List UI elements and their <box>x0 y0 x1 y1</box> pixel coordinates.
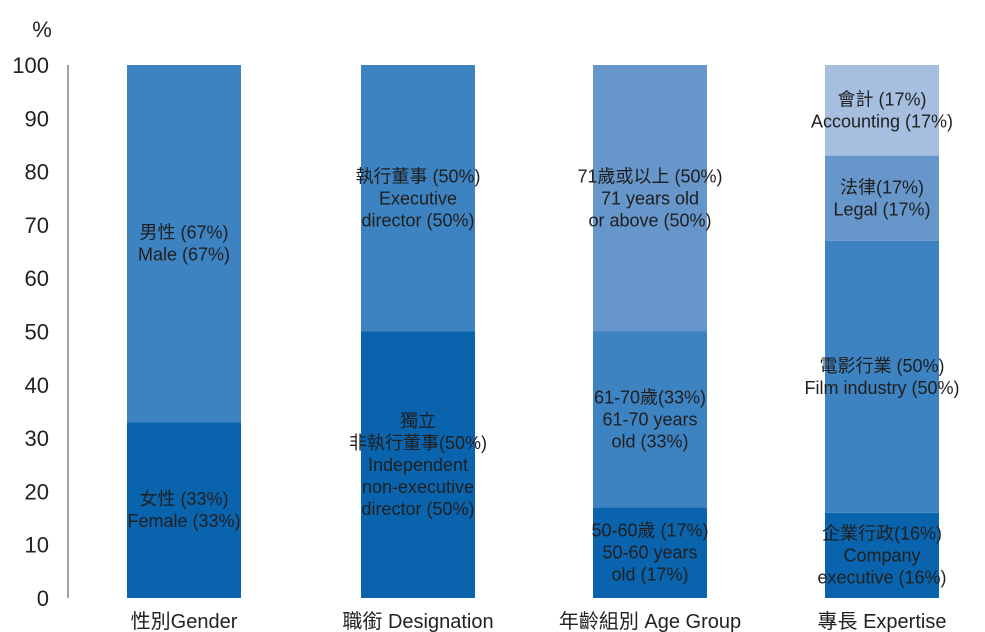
y-tick-label: 10 <box>25 533 49 558</box>
segment-label: 非執行董事(50%) <box>349 433 487 453</box>
category-label: 性別Gender <box>131 610 238 632</box>
y-tick-label: 100 <box>12 53 49 78</box>
segment-label: Company <box>843 545 920 565</box>
segment-label: director (50%) <box>361 499 474 519</box>
category-label: 專長 Expertise <box>818 610 947 632</box>
y-tick-label: 70 <box>25 213 49 238</box>
segment-label: or above (50%) <box>588 210 711 230</box>
segment-label: Executive <box>379 188 457 208</box>
y-tick-label: 30 <box>25 426 49 451</box>
segment-label: 71 years old <box>601 188 699 208</box>
segment-label: 50-60歲 (17%) <box>591 521 708 541</box>
y-tick-label: 90 <box>25 106 49 131</box>
bar-segment <box>593 331 707 508</box>
y-tick-label: 50 <box>25 320 49 345</box>
segment-label: old (33%) <box>611 431 688 451</box>
segment-label: 71歲或以上 (50%) <box>577 166 722 186</box>
segment-label: 50-60 years <box>602 543 697 563</box>
segment-label: 電影行業 (50%) <box>819 356 944 376</box>
segment-label: Female (33%) <box>127 511 240 531</box>
segment-label: 男性 (67%) <box>139 223 228 243</box>
bar-segment <box>593 507 707 598</box>
segment-label: 會計 (17%) <box>837 89 926 109</box>
y-axis: % 0 10 20 30 40 50 60 70 80 90 100 <box>12 17 69 611</box>
bar-segment <box>825 65 939 156</box>
y-tick-label: 40 <box>25 373 49 398</box>
segment-label: 企業行政(16%) <box>822 523 942 543</box>
segment-label: Accounting (17%) <box>811 111 953 131</box>
bar-segment <box>825 155 939 241</box>
bar-segment <box>825 240 939 513</box>
segment-label: Legal (17%) <box>833 199 930 219</box>
segment-label: 獨立 <box>400 411 436 431</box>
bar-segment <box>127 65 241 423</box>
bar-segment <box>825 512 939 598</box>
y-tick-label: 60 <box>25 266 49 291</box>
segment-label: Film industry (50%) <box>804 378 959 398</box>
segment-label: 法律(17%) <box>840 177 924 197</box>
category-label: 年齡組別 Age Group <box>559 610 741 632</box>
y-tick-label: 0 <box>37 586 49 611</box>
bar-segment <box>127 422 241 598</box>
bar-segment <box>361 65 475 332</box>
category-labels: 性別Gender 職銜 Designation 年齡組別 Age Group 專長 E… <box>131 610 947 632</box>
segment-label: executive (16%) <box>817 567 946 587</box>
category-label: 職銜 Designation <box>342 610 493 632</box>
segment-label: Independent <box>368 455 468 475</box>
segment-label: non-executive <box>362 477 474 497</box>
bar-segment <box>361 331 475 598</box>
y-axis-unit-label: % <box>32 17 52 42</box>
segment-label: director (50%) <box>361 210 474 230</box>
segment-label: 61-70 years <box>602 409 697 429</box>
segment-label: Male (67%) <box>138 245 230 265</box>
segment-label: 61-70歲(33%) <box>594 387 706 407</box>
bar-segment <box>593 65 707 332</box>
segment-label: old (17%) <box>611 565 688 585</box>
segment-labels: 女性 (33%)Female (33%) 男性 (67%)Male (67%) 獨立… <box>127 89 959 587</box>
bars <box>127 65 939 598</box>
segment-label: 女性 (33%) <box>139 489 228 509</box>
y-tick-label: 80 <box>25 160 49 185</box>
y-tick-label: 20 <box>25 479 49 504</box>
segment-label: 執行董事 (50%) <box>355 166 480 186</box>
